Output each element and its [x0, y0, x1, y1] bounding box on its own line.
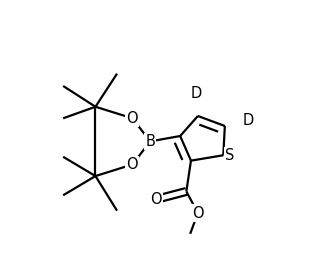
Text: S: S: [225, 148, 234, 163]
Text: O: O: [192, 206, 204, 221]
Text: O: O: [127, 111, 138, 126]
Text: D: D: [242, 113, 254, 128]
Text: B: B: [145, 134, 155, 149]
Text: O: O: [150, 192, 161, 207]
Text: O: O: [127, 157, 138, 172]
Text: D: D: [191, 86, 202, 101]
